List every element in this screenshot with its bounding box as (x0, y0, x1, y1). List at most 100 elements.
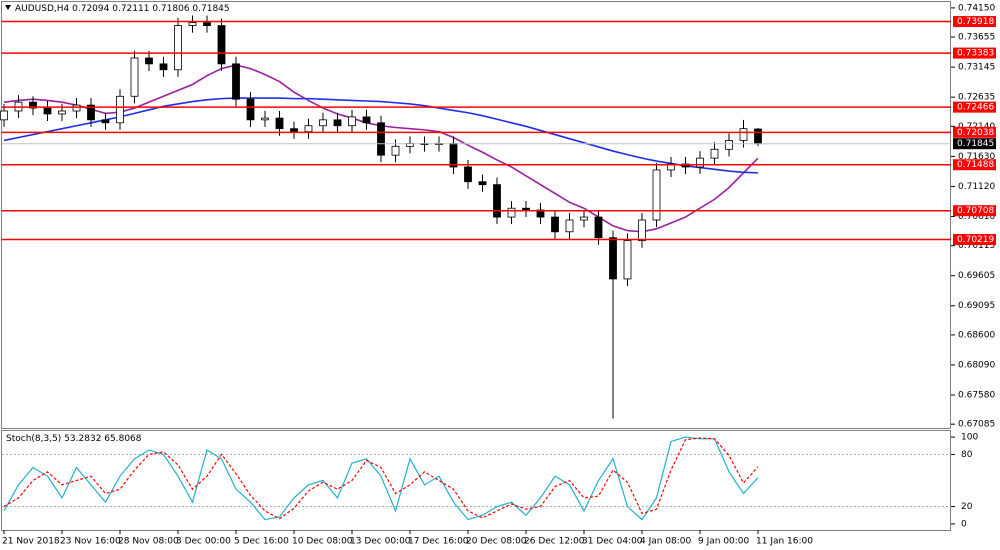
y-tick-label: 0.67580 (958, 391, 995, 401)
candle-body (188, 22, 197, 26)
candle-body (362, 116, 371, 124)
candle-body (348, 116, 356, 127)
level-label: 0.72466 (957, 103, 994, 113)
candle-body (594, 216, 603, 239)
y-tick-label: 80 (961, 450, 973, 460)
candle-body (232, 63, 240, 100)
y-tick-label: 0.73655 (958, 33, 995, 43)
level-label-box (953, 126, 996, 138)
candle-body (174, 25, 182, 71)
level-label-box (953, 16, 996, 28)
candle-body (739, 128, 748, 141)
candle-body (754, 128, 762, 145)
x-tick-label: 11 Jan 16:00 (756, 537, 813, 547)
x-tick-label: 28 Nov 08:00 (118, 537, 179, 547)
x-tick-label: 3 Dec 00:00 (176, 537, 231, 547)
candle-body (72, 104, 81, 112)
candle-body (290, 128, 298, 133)
y-tick-label: 0.71630 (958, 152, 995, 162)
candle-body (101, 119, 110, 124)
level-label-box (953, 205, 996, 217)
candle-body (58, 110, 66, 115)
close: 0.71845 (192, 4, 229, 14)
level-label: 0.70708 (957, 206, 994, 216)
header: AUDUSD,H4 0.72094 0.72111 0.71806 0.7184… (15, 4, 230, 14)
candle-body (507, 207, 516, 218)
x-tick-label: 4 Jan 08:00 (640, 537, 692, 547)
candle-body (130, 57, 139, 97)
y-tick-label: 0.67085 (958, 420, 995, 430)
indicator-header: Stoch(8,3,5) 53.2832 65.8068 (6, 434, 142, 444)
y-tick-label: 100 (961, 433, 978, 443)
price-label: 0.71845 (957, 139, 994, 149)
x-tick-label: 20 Dec 08:00 (466, 537, 527, 547)
candle-body (116, 95, 124, 124)
x-tick-label: 9 Jan 00:00 (698, 537, 750, 547)
candle-body (145, 57, 153, 65)
candle-body (159, 63, 168, 71)
candle-body (275, 117, 284, 130)
candle-body (246, 98, 255, 121)
candle-body (696, 157, 704, 168)
y-tick-label: 20 (961, 502, 973, 512)
moving-average (3, 97, 759, 174)
low: 0.71806 (152, 4, 189, 14)
y-tick-label: 0.70610 (958, 212, 995, 222)
symbol: AUDUSD,H4 (15, 4, 70, 14)
y-tick-label: 0.69605 (958, 271, 995, 281)
candle-body (449, 143, 458, 168)
candle-body (609, 237, 617, 280)
x-tick-label: 23 Nov 16:00 (60, 537, 121, 547)
candle-body (464, 166, 472, 183)
candle-body (710, 148, 719, 159)
candle-body (304, 125, 313, 133)
y-tick-label: 0.72140 (958, 122, 995, 132)
candle-body (638, 219, 646, 242)
x-tick-label: 10 Dec 08:00 (292, 537, 353, 547)
level-label: 0.71488 (957, 160, 994, 170)
candle-body (261, 117, 269, 121)
y-tick-label: 0.70115 (958, 241, 995, 251)
candle-body (725, 140, 733, 150)
high: 0.72111 (112, 4, 149, 14)
candle-body (87, 104, 95, 121)
price-label-box (953, 138, 996, 150)
signal-value: 65.8068 (104, 434, 141, 444)
candle-body (333, 119, 342, 127)
y-tick-label: 0.69095 (958, 301, 995, 311)
level-label: 0.73383 (957, 49, 994, 59)
level-label: 0.73918 (957, 17, 994, 27)
candle-body (391, 145, 400, 156)
candle-body (652, 169, 661, 221)
level-label-box (953, 47, 996, 59)
candle-body (623, 240, 632, 280)
level-label: 0.70219 (957, 235, 994, 245)
indicator-title: Stoch(8,3,5) (6, 434, 61, 444)
level-label-box (953, 159, 996, 171)
candle-body (43, 107, 52, 115)
oscillator-line (3, 436, 759, 521)
main-value: 53.2832 (64, 434, 101, 444)
x-tick-label: 21 Nov 2018 (2, 537, 60, 547)
candle-body (580, 216, 588, 221)
y-tick-label: 0.72635 (958, 93, 995, 103)
x-tick-label: 31 Dec 04:00 (582, 537, 643, 547)
x-tick-label: 26 Dec 12:00 (524, 537, 585, 547)
candle-body (493, 184, 501, 218)
candle-body (551, 216, 559, 233)
candle-body (29, 101, 37, 109)
candle-body (377, 122, 385, 156)
x-tick-label: 17 Dec 16:00 (408, 537, 469, 547)
candle-body (0, 110, 8, 121)
candle-body (478, 181, 487, 186)
indicator-panel (1, 430, 951, 531)
candle-body (522, 207, 530, 211)
y-tick-label: 0.71120 (958, 182, 995, 192)
oscillator-line (3, 437, 759, 520)
candle-body (217, 25, 226, 65)
x-tick-label: 13 Dec 00:00 (350, 537, 411, 547)
level-label-box (953, 234, 996, 246)
symbol-icon (5, 5, 11, 10)
